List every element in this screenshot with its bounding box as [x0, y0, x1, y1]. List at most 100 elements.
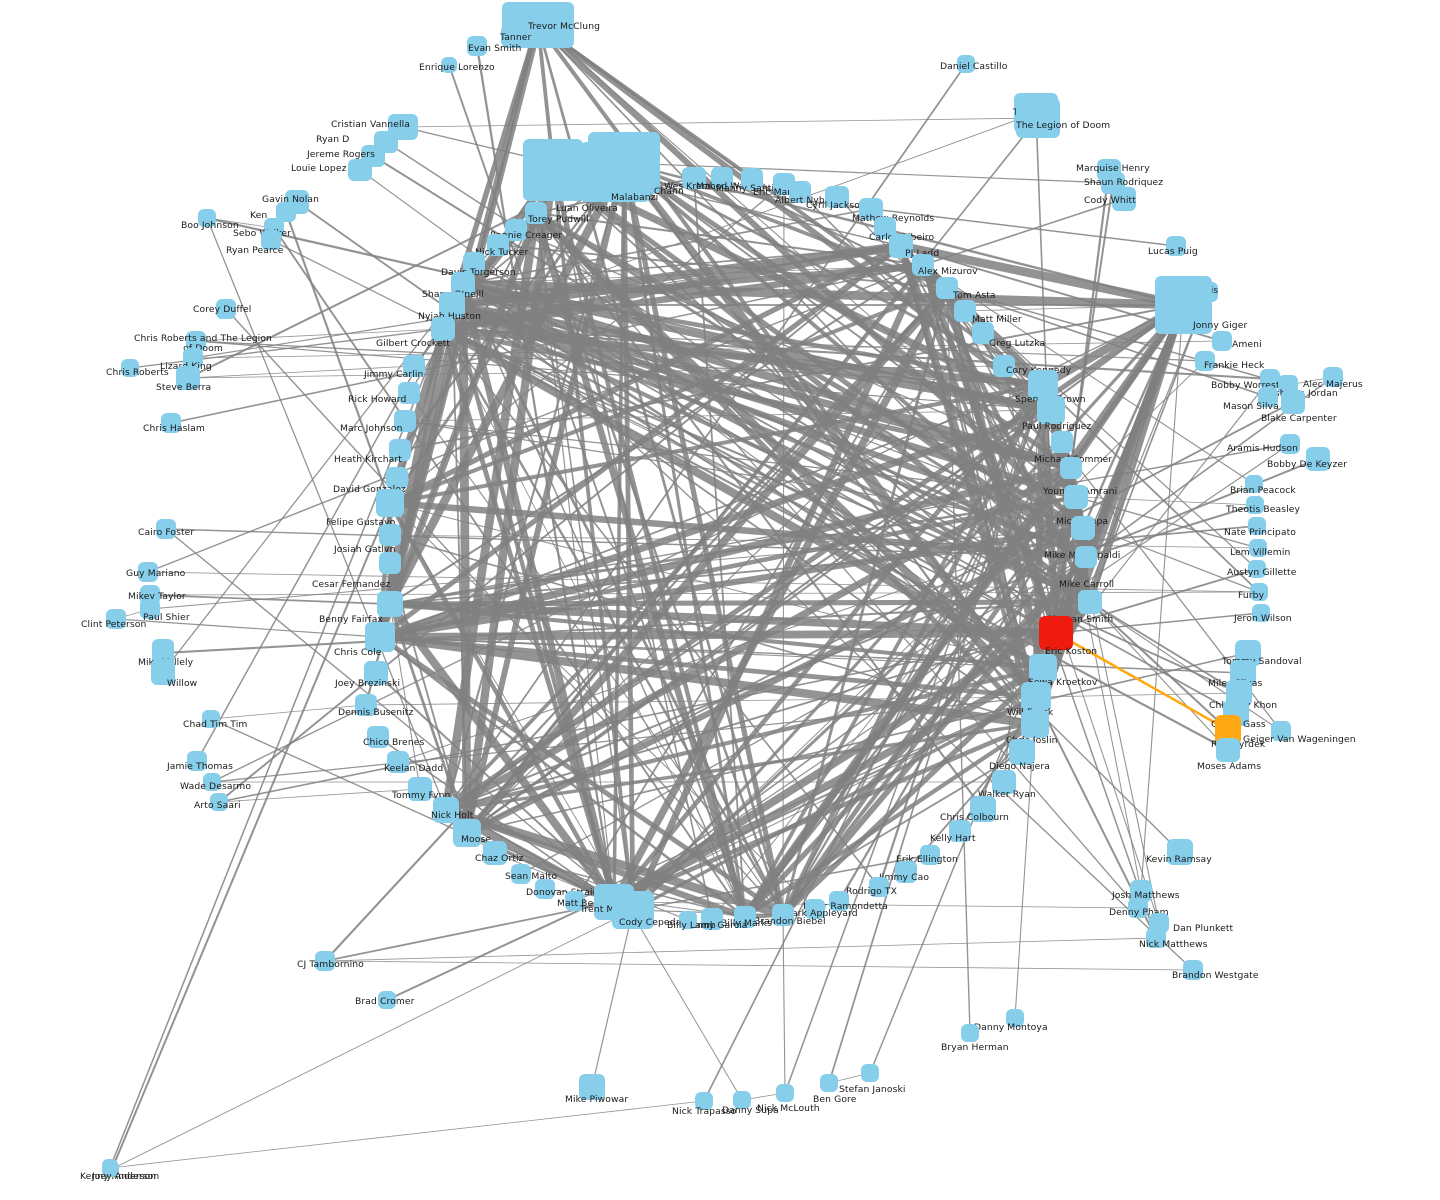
graph-node[interactable] [874, 217, 896, 239]
graph-node[interactable] [121, 359, 139, 377]
graph-node[interactable] [820, 1074, 838, 1092]
graph-node[interactable] [276, 202, 296, 222]
graph-node[interactable] [463, 252, 485, 274]
graph-node[interactable] [1323, 367, 1343, 387]
graph-node[interactable] [733, 1091, 751, 1109]
graph-node[interactable] [1128, 898, 1148, 918]
graph-node[interactable] [972, 322, 994, 344]
graph-node[interactable] [1075, 546, 1097, 568]
graph-node[interactable] [501, 25, 523, 47]
graph-node[interactable] [695, 1092, 713, 1110]
graph-node[interactable] [379, 552, 401, 574]
graph-node[interactable] [1029, 654, 1057, 682]
graph-node[interactable] [525, 202, 547, 224]
graph-node[interactable] [772, 904, 794, 926]
graph-node[interactable] [612, 891, 654, 929]
graph-node[interactable] [1212, 331, 1232, 351]
graph-node[interactable] [1037, 396, 1065, 424]
graph-node[interactable] [954, 300, 976, 322]
graph-node[interactable] [408, 777, 432, 801]
graph-node[interactable] [1021, 682, 1051, 712]
graph-node[interactable] [1280, 434, 1300, 454]
graph-node[interactable] [367, 726, 389, 748]
graph-node[interactable] [441, 57, 457, 73]
graph-node[interactable] [216, 299, 236, 319]
graph-node[interactable] [389, 439, 411, 461]
graph-node[interactable] [711, 167, 733, 189]
graph-node[interactable] [186, 331, 206, 351]
graph-node[interactable] [1250, 583, 1268, 601]
graph-node[interactable] [467, 36, 487, 56]
graph-node[interactable] [202, 710, 220, 728]
graph-node[interactable] [1195, 351, 1215, 371]
graph-node[interactable] [106, 609, 126, 629]
graph-node[interactable] [1183, 960, 1203, 980]
graph-node[interactable] [1167, 839, 1193, 865]
graph-node[interactable] [1060, 457, 1082, 479]
graph-node[interactable] [825, 186, 849, 208]
graph-node[interactable] [1016, 98, 1060, 138]
graph-node[interactable] [1306, 447, 1330, 471]
graph-node[interactable] [1130, 880, 1152, 902]
graph-node[interactable] [829, 891, 849, 911]
graph-node[interactable] [993, 355, 1015, 377]
graph-node[interactable] [949, 820, 971, 842]
graph-node[interactable] [138, 562, 158, 582]
graph-node[interactable] [105, 1161, 119, 1177]
graph-node[interactable] [859, 198, 883, 220]
graph-node[interactable] [187, 751, 207, 771]
graph-node[interactable] [920, 845, 940, 865]
graph-node[interactable] [957, 55, 975, 73]
graph-node[interactable] [936, 277, 958, 299]
graph-node[interactable] [161, 413, 181, 433]
graph-node[interactable] [1216, 738, 1240, 762]
graph-node[interactable] [386, 467, 408, 489]
graph-node[interactable] [398, 382, 420, 404]
graph-node[interactable] [261, 230, 281, 250]
graph-node[interactable] [1112, 187, 1136, 211]
graph-node[interactable] [889, 234, 913, 258]
graph-node[interactable] [1064, 485, 1088, 509]
graph-node[interactable] [861, 1064, 879, 1082]
graph-node[interactable] [912, 254, 934, 276]
graph-node[interactable] [741, 168, 763, 190]
graph-node[interactable] [365, 622, 395, 652]
graph-node[interactable] [183, 348, 203, 368]
graph-node[interactable] [364, 661, 388, 685]
graph-node[interactable] [511, 864, 531, 884]
graph-node[interactable] [1249, 539, 1267, 557]
graph-node[interactable] [394, 410, 416, 432]
graph-node[interactable] [1281, 390, 1305, 414]
graph-node[interactable] [483, 841, 507, 865]
graph-node[interactable] [1039, 616, 1073, 650]
graph-node[interactable] [701, 908, 723, 930]
graph-node[interactable] [1248, 517, 1266, 535]
graph-node[interactable] [156, 519, 176, 539]
graph-node[interactable] [1071, 516, 1095, 540]
graph-node[interactable] [535, 879, 555, 899]
graph-node[interactable] [1051, 431, 1073, 453]
graph-node[interactable] [315, 951, 335, 971]
graph-node[interactable] [378, 991, 396, 1009]
graph-node[interactable] [140, 599, 160, 619]
graph-node[interactable] [439, 292, 465, 318]
graph-node[interactable] [210, 793, 228, 811]
graph-node[interactable] [682, 167, 706, 189]
graph-node[interactable] [387, 751, 409, 773]
graph-node[interactable] [895, 861, 917, 883]
graph-node[interactable] [869, 877, 889, 897]
graph-node[interactable] [1009, 739, 1035, 765]
graph-node[interactable] [1246, 496, 1264, 514]
graph-node[interactable] [453, 819, 481, 847]
graph-node[interactable] [487, 234, 509, 256]
graph-node[interactable] [1154, 276, 1212, 334]
graph-node[interactable] [580, 142, 650, 202]
graph-node[interactable] [1021, 710, 1049, 738]
graph-node[interactable] [377, 591, 403, 617]
graph-node[interactable] [579, 1074, 605, 1100]
graph-node[interactable] [403, 355, 425, 377]
graph-node[interactable] [734, 906, 756, 928]
graph-node[interactable] [523, 139, 583, 201]
graph-node[interactable] [805, 899, 825, 919]
graph-node[interactable] [1006, 1009, 1024, 1027]
